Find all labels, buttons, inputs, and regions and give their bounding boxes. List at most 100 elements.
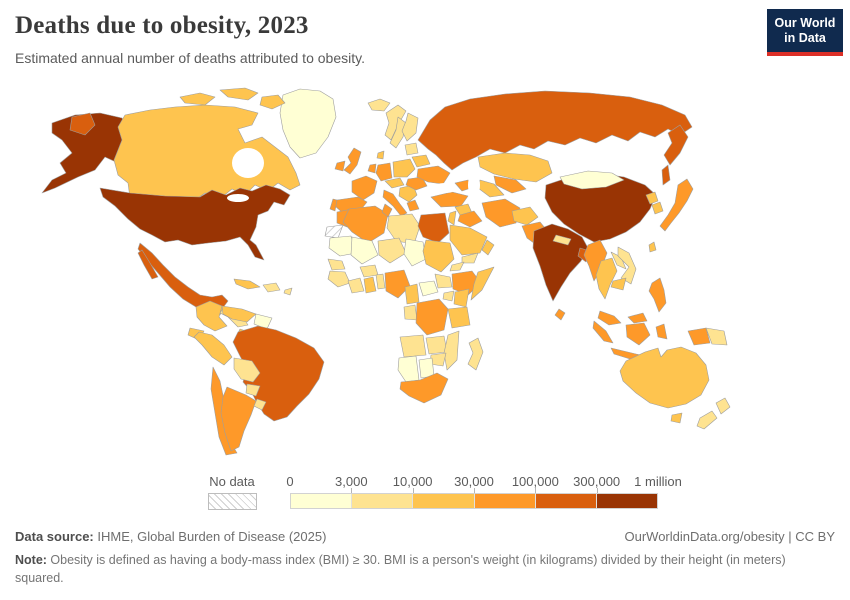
legend-bin-6[interactable] <box>595 494 658 508</box>
country-guinea-group[interactable] <box>327 270 351 288</box>
country-madagascar[interactable] <box>467 337 484 371</box>
country-finland[interactable] <box>401 112 419 142</box>
country-france[interactable] <box>351 175 378 201</box>
country-portugal[interactable] <box>329 198 338 212</box>
country-cambodia[interactable] <box>610 277 627 291</box>
country-mongolia[interactable] <box>559 170 625 190</box>
country-western-sahara[interactable] <box>324 224 344 239</box>
country-burkina-faso[interactable] <box>359 264 379 278</box>
country-indonesia-kalimantan[interactable] <box>625 322 651 346</box>
country-taiwan[interactable] <box>648 241 657 253</box>
country-caucasus[interactable] <box>454 179 475 192</box>
country-drc[interactable] <box>415 298 449 336</box>
country-paraguay[interactable] <box>245 383 261 397</box>
country-north-korea[interactable] <box>645 191 659 205</box>
legend-bin-1[interactable] <box>291 494 352 508</box>
no-data-swatch[interactable] <box>208 493 257 510</box>
country-mexico[interactable] <box>137 242 229 312</box>
country-uganda[interactable] <box>442 290 455 302</box>
country-new-zealand-north[interactable] <box>715 397 731 415</box>
country-sudan[interactable] <box>422 239 455 273</box>
country-oman[interactable] <box>481 239 495 256</box>
country-bolivia[interactable] <box>233 357 261 383</box>
country-tunisia[interactable] <box>381 203 393 218</box>
country-papua-new-guinea[interactable] <box>705 327 728 346</box>
country-tasmania[interactable] <box>670 412 683 424</box>
country-senegal[interactable] <box>327 258 346 271</box>
country-greece[interactable] <box>406 199 420 212</box>
country-turkey[interactable] <box>430 191 469 208</box>
country-japan[interactable] <box>659 178 694 232</box>
country-chukotka-wrap[interactable] <box>69 112 96 136</box>
country-baltics[interactable] <box>404 142 419 156</box>
country-russia[interactable] <box>417 90 693 171</box>
country-jordan-israel[interactable] <box>447 210 457 226</box>
country-denmark[interactable] <box>376 150 385 160</box>
legend-bin-5[interactable] <box>534 494 596 508</box>
country-venezuela[interactable] <box>221 305 257 323</box>
country-saudi-arabia[interactable] <box>449 224 488 256</box>
country-south-africa[interactable] <box>399 372 449 404</box>
country-sri-lanka[interactable] <box>554 308 566 321</box>
legend-bin-3[interactable] <box>412 494 474 508</box>
country-iceland[interactable] <box>367 98 391 112</box>
country-mozambique[interactable] <box>443 330 460 371</box>
country-russia-sakhalin[interactable] <box>661 164 671 186</box>
country-czech-austria[interactable] <box>384 177 405 189</box>
country-eritrea[interactable] <box>449 261 465 272</box>
country-philippines[interactable] <box>648 277 667 313</box>
country-lesser-antilles[interactable] <box>283 287 293 296</box>
country-peru[interactable] <box>193 331 233 366</box>
country-ghana[interactable] <box>363 276 377 294</box>
country-egypt[interactable] <box>417 212 450 244</box>
country-niger[interactable] <box>377 237 407 264</box>
country-new-zealand-south[interactable] <box>696 410 718 430</box>
country-central-african-republic[interactable] <box>418 280 439 297</box>
country-uzbekistan[interactable] <box>493 175 527 194</box>
country-colombia[interactable] <box>195 300 228 332</box>
country-belarus[interactable] <box>411 154 431 168</box>
country-canada-arctic-1[interactable] <box>179 92 216 106</box>
country-russia-kamchatka[interactable] <box>663 124 689 166</box>
country-poland[interactable] <box>392 158 416 178</box>
country-somalia[interactable] <box>470 266 495 301</box>
country-kenya[interactable] <box>453 288 470 308</box>
country-cuba[interactable] <box>233 278 261 290</box>
country-congo-gabon[interactable] <box>403 304 418 321</box>
country-united-states[interactable] <box>99 184 291 261</box>
owid-logo[interactable]: Our World in Data <box>767 9 843 56</box>
country-germany[interactable] <box>375 162 393 182</box>
country-indonesia-sulawesi[interactable] <box>655 323 668 340</box>
country-united-kingdom[interactable] <box>343 147 362 175</box>
country-canada-arctic-3[interactable] <box>259 94 286 110</box>
country-vietnam[interactable] <box>617 246 637 285</box>
country-mexico-baja[interactable] <box>137 249 159 280</box>
country-mauritania[interactable] <box>328 235 357 257</box>
country-indonesia-papua[interactable] <box>687 327 711 346</box>
legend-bin-2[interactable] <box>351 494 413 508</box>
country-argentina[interactable] <box>220 386 257 452</box>
country-tanzania[interactable] <box>447 306 471 329</box>
country-cameroon[interactable] <box>404 283 420 305</box>
country-kazakhstan[interactable] <box>477 152 553 183</box>
country-benelux[interactable] <box>367 163 377 174</box>
country-iran[interactable] <box>481 198 521 228</box>
country-laos[interactable] <box>610 251 627 270</box>
country-norway[interactable] <box>384 104 407 141</box>
country-uruguay[interactable] <box>253 398 267 411</box>
country-ivory-coast[interactable] <box>347 277 365 294</box>
country-australia[interactable] <box>619 346 710 409</box>
country-india[interactable] <box>532 223 589 302</box>
country-namibia[interactable] <box>397 355 420 383</box>
country-nepal[interactable] <box>552 234 572 246</box>
country-thailand[interactable] <box>595 257 618 300</box>
country-malaysia[interactable] <box>597 310 622 326</box>
country-mali[interactable] <box>350 236 379 265</box>
country-ireland[interactable] <box>334 160 346 172</box>
country-greenland[interactable] <box>279 88 337 159</box>
country-algeria[interactable] <box>342 205 389 244</box>
country-angola[interactable] <box>399 334 427 358</box>
country-hispaniola[interactable] <box>262 282 281 293</box>
country-south-sudan[interactable] <box>434 273 453 289</box>
country-chad[interactable] <box>403 238 427 267</box>
